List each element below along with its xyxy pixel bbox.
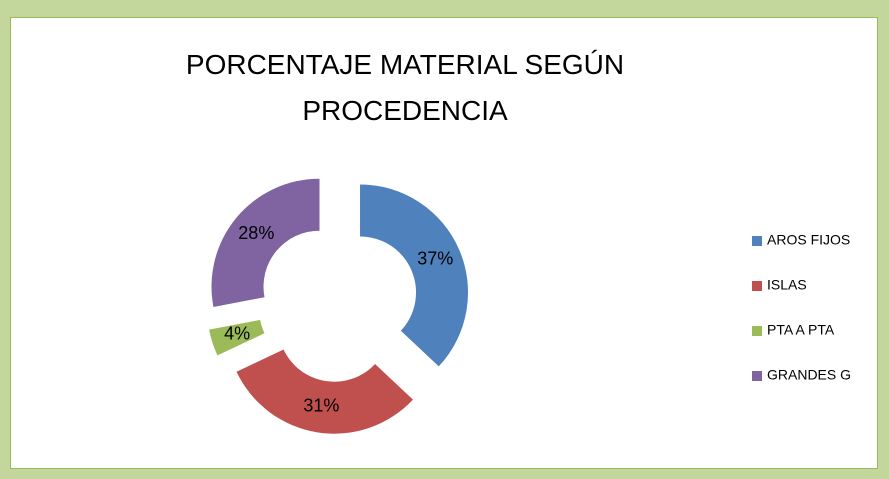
legend-label: GRANDES G bbox=[767, 367, 851, 383]
data-label: 28% bbox=[238, 223, 274, 243]
legend-label: PTA A PTA bbox=[767, 322, 835, 338]
legend-label: ISLAS bbox=[767, 277, 807, 293]
data-label: 31% bbox=[303, 395, 339, 415]
data-label: 4% bbox=[224, 324, 250, 344]
legend-swatch bbox=[752, 281, 762, 291]
legend-swatch bbox=[752, 371, 762, 381]
data-label: 37% bbox=[417, 249, 453, 269]
legend-swatch bbox=[752, 326, 762, 336]
legend-label: AROS FIJOS bbox=[767, 232, 850, 248]
donut-slice bbox=[211, 178, 320, 307]
chart-title: PORCENTAJE MATERIAL SEGÚN PROCEDENCIA bbox=[185, 49, 625, 126]
donut-slice bbox=[360, 184, 469, 367]
donut-slice bbox=[209, 319, 265, 356]
legend-swatch bbox=[752, 236, 762, 246]
donut-slice bbox=[236, 349, 413, 434]
